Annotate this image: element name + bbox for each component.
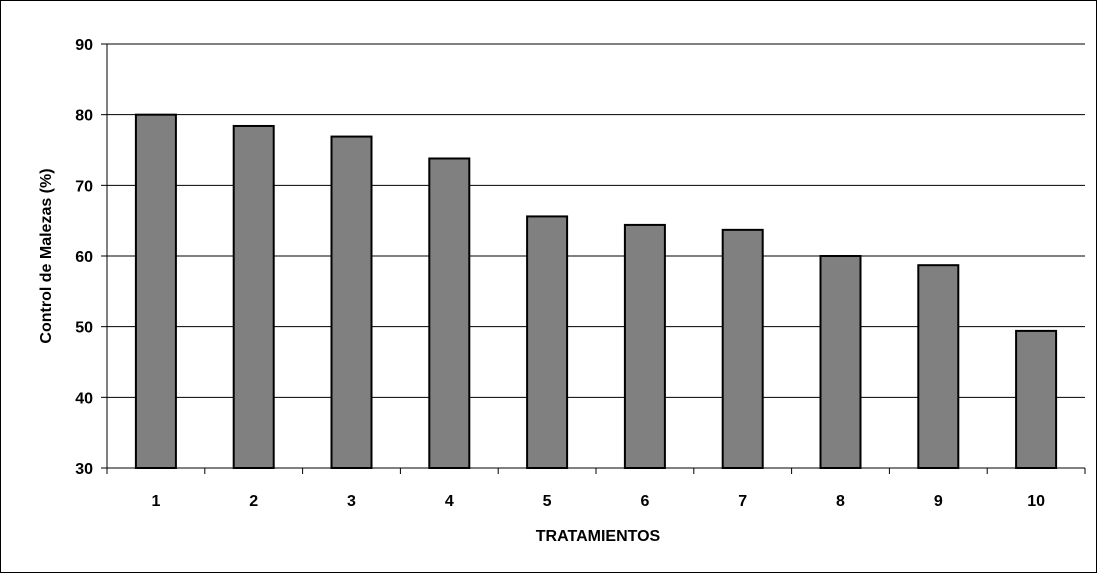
y-tick-label: 50 (75, 320, 93, 337)
y-tick-label: 80 (75, 108, 93, 125)
bar-1 (134, 113, 177, 470)
x-tick-label: 10 (1027, 493, 1045, 510)
y-axis-title: Control de Malezas (%) (38, 168, 55, 343)
y-tick-label: 90 (75, 37, 93, 54)
bar-4 (428, 157, 471, 469)
x-tick-labels: 1 2 3 4 5 6 7 8 9 10 (106, 468, 1086, 510)
x-tick-label: 8 (836, 493, 845, 510)
y-tick-label: 70 (75, 178, 93, 195)
x-tick-label: 2 (249, 493, 258, 510)
bar-9 (917, 264, 960, 470)
bars (134, 113, 1058, 470)
bar-2 (232, 124, 275, 470)
y-tick-label: 40 (75, 390, 93, 407)
bar-8 (819, 255, 862, 469)
x-tick-label: 6 (640, 493, 649, 510)
x-tick-label: 1 (151, 493, 160, 510)
bar-6 (623, 223, 666, 469)
y-tick-label: 60 (75, 249, 93, 266)
x-tick-label: 4 (445, 493, 454, 510)
bar-10 (1015, 329, 1058, 470)
x-axis-title: TRATAMIENTOS (536, 528, 661, 545)
x-tick-label: 9 (934, 493, 943, 510)
y-tick-labels: 30 40 50 60 70 80 90 (75, 37, 107, 478)
bar-3 (330, 135, 373, 469)
bar-7 (721, 228, 764, 469)
x-tick-label: 7 (738, 493, 747, 510)
x-tick-label: 3 (347, 493, 356, 510)
bar-5 (526, 215, 569, 469)
x-tick-label: 5 (543, 493, 552, 510)
y-tick-label: 30 (75, 461, 93, 478)
